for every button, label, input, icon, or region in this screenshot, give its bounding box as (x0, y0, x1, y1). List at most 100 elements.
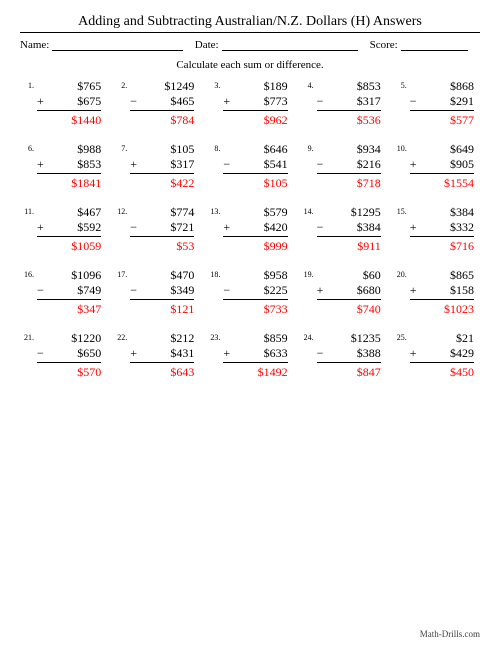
operand-top: $868 (450, 79, 474, 94)
answer: $1023 (444, 302, 474, 317)
answer: $1059 (71, 239, 101, 254)
problem-cell: 19.$60+$680$740 (300, 268, 387, 317)
answer: $121 (170, 302, 194, 317)
operand-bottom-row: −$721 (130, 220, 194, 237)
operator: + (410, 346, 450, 361)
answer: $643 (170, 365, 194, 380)
problem-cell: 25.$21+$429$450 (393, 331, 480, 380)
operand-bottom-row: −$216 (317, 157, 381, 174)
operand-bottom: $317 (357, 94, 381, 109)
operator: − (130, 220, 170, 235)
operator: − (410, 94, 450, 109)
problem-body: $934−$216 $718 (317, 142, 387, 191)
problem-cell: 4.$853−$317$536 (300, 79, 387, 128)
problem-body: $1220−$650$570 (37, 331, 107, 380)
problem-body: $105+$317$422 (130, 142, 200, 191)
problem-cell: 1.$765+$675$1440 (20, 79, 107, 128)
operator: + (410, 220, 450, 235)
operand-top: $1235 (351, 331, 381, 346)
problem-number: 22. (113, 331, 130, 342)
score-line (401, 40, 468, 51)
answer: $570 (77, 365, 101, 380)
operand-top: $60 (363, 268, 381, 283)
operator: − (37, 346, 77, 361)
problem-number: 13. (206, 205, 223, 216)
operand-bottom-row: +$905 (410, 157, 474, 174)
operand-bottom-row: +$431 (130, 346, 194, 363)
problem-body: $1235−$388 $847 (317, 331, 387, 380)
answer: $1492 (258, 365, 288, 380)
operand-top: $765 (77, 79, 101, 94)
answer: $847 (357, 365, 381, 380)
problem-body: $579+$420$999 (223, 205, 293, 254)
problem-cell: 5. $868−$291 $577 (393, 79, 480, 128)
problem-body: $212+$431$643 (130, 331, 200, 380)
answer: $53 (176, 239, 194, 254)
problem-body: $646−$541$105 (223, 142, 293, 191)
problem-number: 1. (20, 79, 37, 90)
operand-bottom: $384 (357, 220, 381, 235)
operand-bottom: $216 (357, 157, 381, 172)
operator: + (130, 157, 170, 172)
operand-top: $21 (456, 331, 474, 346)
problem-cell: 7.$105+$317$422 (113, 142, 200, 191)
problem-cell: 16.$1096−$749$347 (20, 268, 107, 317)
operand-bottom: $291 (450, 94, 474, 109)
operand-bottom-row: −$388 (317, 346, 381, 363)
problem-body: $859+$633$1492 (223, 331, 293, 380)
problem-cell: 8.$646−$541$105 (206, 142, 293, 191)
operand-bottom: $465 (170, 94, 194, 109)
answer: $577 (450, 113, 474, 128)
problem-body: $958−$225$733 (223, 268, 293, 317)
operand-top: $934 (357, 142, 381, 157)
operand-top: $579 (264, 205, 288, 220)
operand-bottom-row: +$158 (410, 283, 474, 300)
problem-cell: 17.$470−$349$121 (113, 268, 200, 317)
name-field: Name: (20, 39, 195, 51)
operator: − (317, 346, 357, 361)
answer: $105 (264, 176, 288, 191)
answer: $999 (264, 239, 288, 254)
operand-bottom: $905 (450, 157, 474, 172)
date-label: Date: (195, 39, 219, 51)
answer: $718 (357, 176, 381, 191)
answer: $1554 (444, 176, 474, 191)
operand-bottom: $225 (264, 283, 288, 298)
operand-bottom-row: +$675 (37, 94, 101, 111)
problem-number: 25. (393, 331, 410, 342)
problem-number: 2. (113, 79, 130, 90)
problem-cell: 2.$1249−$465$784 (113, 79, 200, 128)
operator: − (223, 283, 263, 298)
operator: + (223, 346, 263, 361)
operand-bottom: $388 (357, 346, 381, 361)
problem-body: $21+$429$450 (410, 331, 480, 380)
operator: − (317, 157, 357, 172)
problem-number: 7. (113, 142, 130, 153)
problem-body: $60+$680$740 (317, 268, 387, 317)
operand-bottom: $332 (450, 220, 474, 235)
problem-cell: 3.$189+$773$962 (206, 79, 293, 128)
operator: − (317, 94, 357, 109)
operand-bottom-row: −$650 (37, 346, 101, 363)
problem-body: $189+$773$962 (223, 79, 293, 128)
operand-top: $774 (170, 205, 194, 220)
operand-bottom: $773 (264, 94, 288, 109)
operand-bottom-row: +$633 (223, 346, 287, 363)
problem-number: 9. (300, 142, 317, 153)
operand-bottom: $721 (170, 220, 194, 235)
problem-number: 8. (206, 142, 223, 153)
answer: $784 (170, 113, 194, 128)
operand-top: $105 (170, 142, 194, 157)
operand-bottom-row: +$429 (410, 346, 474, 363)
problem-cell: 18.$958−$225$733 (206, 268, 293, 317)
problem-number: 4. (300, 79, 317, 90)
operand-bottom: $680 (357, 283, 381, 298)
operator: + (223, 94, 263, 109)
operand-bottom-row: −$317 (317, 94, 381, 111)
answer: $536 (357, 113, 381, 128)
operand-bottom: $158 (450, 283, 474, 298)
problem-number: 6. (20, 142, 37, 153)
answer: $422 (170, 176, 194, 191)
operand-top: $649 (450, 142, 474, 157)
problem-number: 5. (393, 79, 410, 90)
